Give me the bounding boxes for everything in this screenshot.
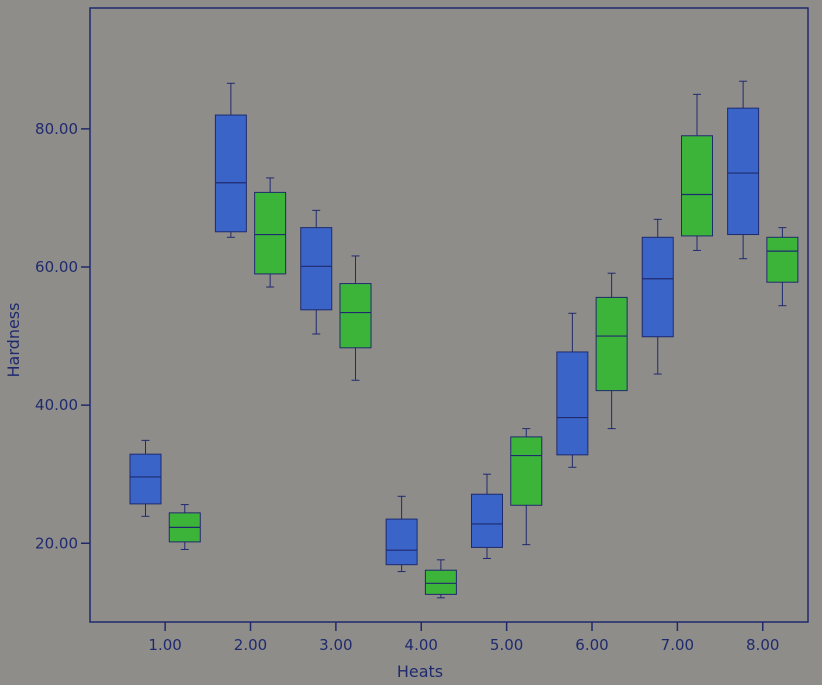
box-body [681,135,714,237]
box-green [766,227,799,307]
box-body [339,283,372,349]
y-tick-label: 80.00 [35,120,78,138]
box-body [727,107,760,236]
box-body [254,191,287,275]
box-blue [214,82,247,238]
x-tick-label: 8.00 [746,636,779,654]
box-green [681,93,714,251]
x-tick-label: 3.00 [319,636,352,654]
box-body [385,518,418,566]
x-tick-label: 5.00 [490,636,523,654]
x-tick-label: 4.00 [405,636,438,654]
box-blue [300,209,333,335]
box-blue [470,473,503,559]
box-body [300,227,333,311]
box-body [510,436,543,506]
box-green [424,559,457,599]
box-blue [385,495,418,573]
y-axis: 20.00 40.00 60.00 80.00 [35,120,90,552]
box-green [254,177,287,288]
plot-frame [89,7,809,623]
box-body [129,453,162,505]
y-tick-label: 40.00 [35,396,78,414]
boxes-layer [129,80,799,599]
x-axis-title: Heats [397,662,443,681]
box-green [595,272,628,430]
box-body [641,236,674,338]
box-blue [727,80,760,260]
y-tick-label: 20.00 [35,534,78,552]
box-green [339,255,372,381]
box-body [766,236,799,283]
x-tick-label: 1.00 [148,636,181,654]
x-axis: 1.00 2.00 3.00 4.00 5.00 6.00 7.00 8.00 [148,622,779,654]
box-green [510,428,543,546]
box-body [424,569,457,595]
box-body [556,351,589,456]
x-tick-label: 6.00 [575,636,608,654]
box-green [168,504,201,550]
box-blue [556,312,589,468]
box-body [214,114,247,233]
y-tick-label: 60.00 [35,258,78,276]
x-tick-label: 7.00 [661,636,694,654]
box-blue [129,439,162,517]
box-body [470,493,503,548]
box-blue [641,218,674,375]
y-axis-title: Hardness [4,303,23,378]
x-tick-label: 2.00 [234,636,267,654]
box-body [595,296,628,392]
